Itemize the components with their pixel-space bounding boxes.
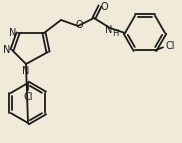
Text: H: H bbox=[112, 29, 118, 38]
Text: Cl: Cl bbox=[23, 92, 33, 102]
Text: O: O bbox=[75, 20, 83, 30]
Text: N: N bbox=[22, 66, 30, 76]
Text: N: N bbox=[3, 45, 11, 55]
Text: O: O bbox=[100, 2, 108, 12]
Text: N: N bbox=[9, 28, 17, 38]
Text: N: N bbox=[105, 25, 113, 35]
Text: Cl: Cl bbox=[165, 41, 175, 51]
